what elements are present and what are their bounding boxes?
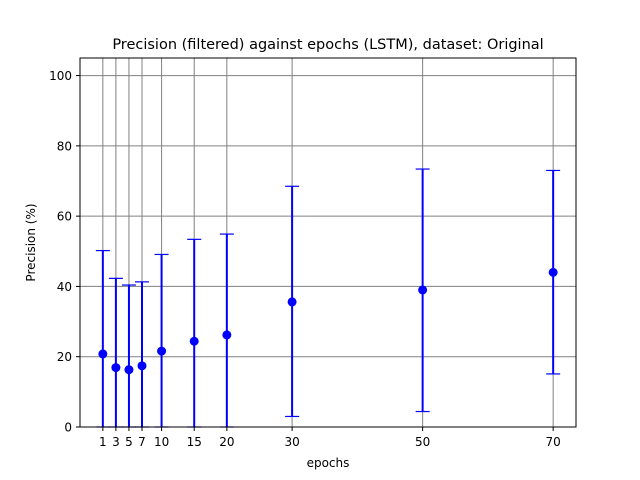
plot-frame bbox=[79, 57, 577, 428]
data-point bbox=[222, 330, 232, 340]
data-point bbox=[98, 349, 108, 359]
y-tick-label: 100 bbox=[49, 69, 72, 83]
x-tick-label: 20 bbox=[219, 435, 234, 449]
y-tick-label: 20 bbox=[57, 350, 72, 364]
data-point bbox=[189, 336, 199, 346]
data-marks bbox=[95, 168, 561, 428]
y-tick-label: 40 bbox=[57, 280, 72, 294]
data-point bbox=[287, 297, 297, 307]
data-point bbox=[157, 346, 167, 356]
x-tick-label: 50 bbox=[415, 435, 430, 449]
x-tick-label: 30 bbox=[284, 435, 299, 449]
data-point bbox=[124, 365, 134, 375]
chart-title: Precision (filtered) against epochs (LST… bbox=[112, 37, 543, 53]
y-tick-label: 60 bbox=[57, 210, 72, 224]
x-tick-label: 5 bbox=[125, 435, 133, 449]
x-tick-label: 70 bbox=[546, 435, 561, 449]
x-axis-ticks: 1 3 5 7 10 15 20 30 50 70 bbox=[99, 427, 561, 449]
x-tick-label: 7 bbox=[138, 435, 146, 449]
data-point bbox=[111, 363, 121, 373]
data-point bbox=[548, 267, 558, 277]
grid-lines bbox=[80, 58, 576, 428]
x-axis-label: epochs bbox=[307, 456, 350, 470]
y-tick-label: 0 bbox=[64, 421, 72, 435]
x-tick-label: 15 bbox=[187, 435, 202, 449]
y-tick-label: 80 bbox=[57, 139, 72, 153]
x-tick-label: 1 bbox=[99, 435, 107, 449]
y-axis-label: Precision (%) bbox=[24, 203, 38, 281]
data-point bbox=[137, 361, 147, 371]
data-point bbox=[418, 285, 428, 295]
y-axis-ticks: 0 20 40 60 80 100 bbox=[49, 69, 80, 435]
x-tick-label: 10 bbox=[154, 435, 169, 449]
x-tick-label: 3 bbox=[112, 435, 120, 449]
